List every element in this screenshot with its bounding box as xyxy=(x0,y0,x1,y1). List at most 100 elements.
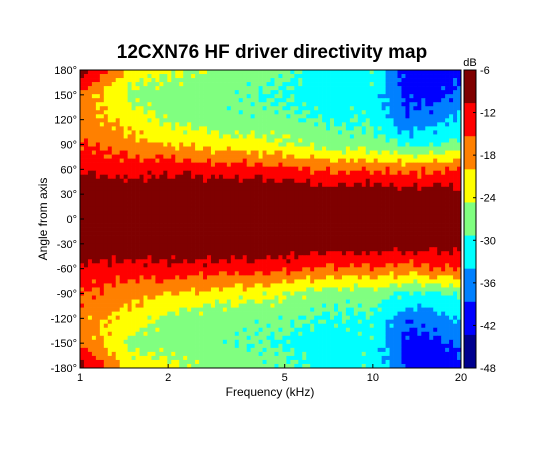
heatmap-cell xyxy=(210,219,216,224)
heatmap-cell xyxy=(123,74,128,79)
heatmap-cell xyxy=(214,170,220,176)
heatmap-cell xyxy=(171,202,176,208)
heatmap-cell xyxy=(306,118,311,123)
heatmap-cell xyxy=(278,78,283,83)
heatmap-cell xyxy=(179,74,184,79)
heatmap-cell xyxy=(302,150,307,155)
heatmap-cell xyxy=(171,267,176,272)
heatmap-cell xyxy=(425,150,430,155)
heatmap-cell xyxy=(119,126,125,131)
heatmap-cell xyxy=(103,251,109,256)
heatmap-cell xyxy=(437,170,442,176)
heatmap-cell xyxy=(441,255,446,260)
heatmap-cell xyxy=(123,150,128,155)
heatmap-cell xyxy=(353,150,359,155)
heatmap-cell xyxy=(218,271,224,276)
heatmap-cell xyxy=(314,239,319,244)
heatmap-cell xyxy=(167,162,172,167)
heatmap-cell xyxy=(179,251,184,256)
heatmap-cell xyxy=(405,227,410,232)
heatmap-cell xyxy=(191,194,196,200)
heatmap-cell xyxy=(286,243,291,248)
heatmap-cell xyxy=(115,70,121,75)
heatmap-cell xyxy=(318,114,323,119)
heatmap-cell xyxy=(270,74,275,79)
heatmap-cell xyxy=(361,219,367,224)
heatmap-cell xyxy=(453,142,458,147)
heatmap-cell xyxy=(262,146,267,151)
heatmap-cell xyxy=(417,186,422,192)
heatmap-cell xyxy=(349,70,355,75)
heatmap-cell xyxy=(337,82,343,87)
heatmap-cell xyxy=(278,142,283,147)
heatmap-cell xyxy=(365,126,371,131)
heatmap-cell xyxy=(413,138,418,143)
heatmap-cell xyxy=(266,263,271,268)
heatmap-cell xyxy=(377,122,382,127)
heatmap-cell xyxy=(87,198,93,204)
heatmap-cell xyxy=(234,210,240,216)
heatmap-cell xyxy=(437,235,442,240)
heatmap-cell xyxy=(373,214,379,220)
heatmap-cell xyxy=(234,186,240,192)
heatmap-cell xyxy=(246,98,252,103)
heatmap-cell xyxy=(298,251,303,256)
heatmap-cell xyxy=(238,263,244,268)
heatmap-cell xyxy=(179,194,184,200)
heatmap-cell xyxy=(326,78,331,83)
heatmap-cell xyxy=(326,146,331,151)
heatmap-cell xyxy=(191,267,196,272)
heatmap-cell xyxy=(254,271,259,276)
heatmap-cell xyxy=(139,239,144,244)
heatmap-cell xyxy=(246,267,252,272)
heatmap-cell xyxy=(393,227,398,232)
heatmap-cell xyxy=(314,86,319,91)
heatmap-cell xyxy=(330,174,335,180)
heatmap-cell xyxy=(262,259,267,264)
heatmap-cell xyxy=(425,206,430,212)
heatmap-cell xyxy=(306,154,311,159)
heatmap-cell xyxy=(437,198,442,204)
heatmap-cell xyxy=(83,106,89,111)
heatmap-cell xyxy=(214,267,220,272)
heatmap-cell xyxy=(314,259,319,264)
heatmap-cell xyxy=(115,126,121,131)
heatmap-cell xyxy=(107,182,113,188)
heatmap-cell xyxy=(254,154,259,159)
heatmap-cell xyxy=(278,243,283,248)
heatmap-cell xyxy=(103,118,109,123)
heatmap-cell xyxy=(258,98,263,103)
heatmap-cell xyxy=(373,243,379,248)
heatmap-cell xyxy=(147,118,152,123)
heatmap-cell xyxy=(337,114,343,119)
heatmap-cell xyxy=(449,90,454,95)
heatmap-cell xyxy=(179,255,184,260)
heatmap-cell xyxy=(318,251,323,256)
heatmap-cell xyxy=(111,106,117,111)
heatmap-cell xyxy=(457,106,462,111)
heatmap-cell xyxy=(381,194,386,200)
heatmap-cell xyxy=(80,210,85,216)
heatmap-cell xyxy=(405,182,410,188)
heatmap-cell xyxy=(405,206,410,212)
heatmap-cell xyxy=(381,202,386,208)
heatmap-cell xyxy=(381,118,386,123)
heatmap-cell xyxy=(278,122,283,127)
heatmap-cell xyxy=(437,130,442,135)
heatmap-cell xyxy=(159,170,164,176)
heatmap-cell xyxy=(270,154,275,159)
heatmap-cell xyxy=(425,219,430,224)
heatmap-cell xyxy=(322,106,327,111)
heatmap-cell xyxy=(234,267,240,272)
heatmap-cell xyxy=(417,70,422,75)
heatmap-cell xyxy=(453,186,458,192)
heatmap-cell xyxy=(401,138,406,143)
heatmap-cell xyxy=(250,166,255,172)
heatmap-cell xyxy=(393,74,398,79)
heatmap-cell xyxy=(135,259,140,264)
heatmap-cell xyxy=(111,170,117,176)
heatmap-cell xyxy=(234,154,240,159)
heatmap-cell xyxy=(361,162,367,167)
heatmap-cell xyxy=(210,263,216,268)
heatmap-cell xyxy=(449,227,454,232)
